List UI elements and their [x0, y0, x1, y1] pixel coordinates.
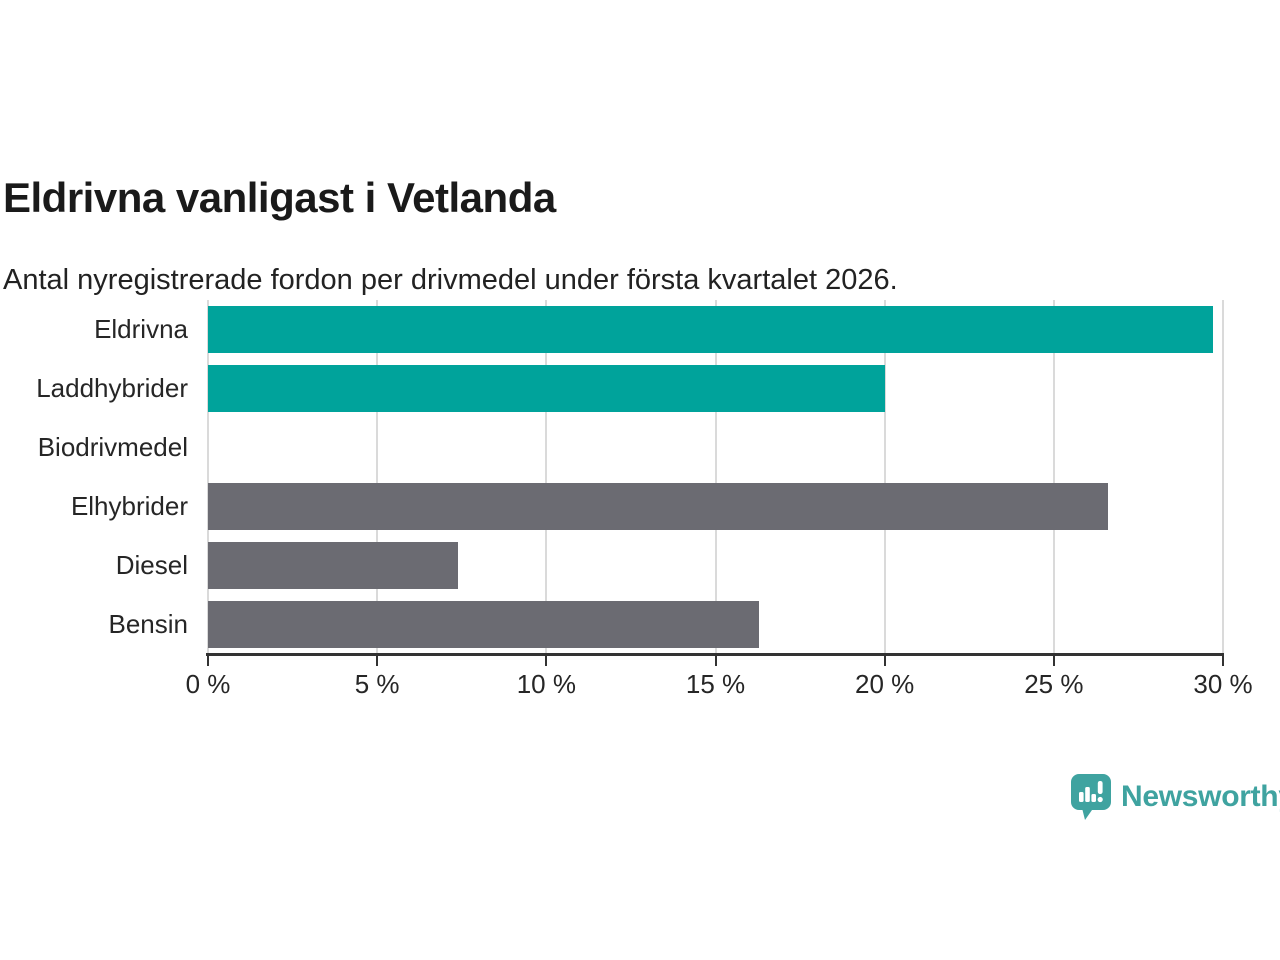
category-label-eldrivna: Eldrivna [94, 314, 188, 344]
x-tick-mark-0 [207, 656, 209, 666]
bar-bensin [208, 601, 760, 648]
gridline-0-percent [207, 300, 209, 653]
bar-eldrivna [208, 306, 1213, 353]
newsworthy-logo-icon [1071, 774, 1111, 820]
x-axis-line [206, 653, 1224, 656]
category-label-elhybrider: Elhybrider [70, 491, 188, 521]
bar-laddhybrider [208, 365, 885, 412]
newsworthy-logo: Newsworthy [1070, 773, 1280, 821]
x-tick-mark-30 [1222, 656, 1224, 666]
category-label-diesel: Diesel [115, 550, 188, 580]
gridline-30-percent [1222, 300, 1224, 653]
bar-diesel [208, 542, 459, 589]
x-tick-label-0: 0 % [185, 669, 231, 699]
x-tick-label-15: 15 % [685, 669, 746, 699]
x-tick-label-10: 10 % [516, 669, 576, 699]
category-label-bensin: Bensin [108, 609, 189, 639]
gridline-5-percent [376, 300, 379, 653]
x-tick-label-30: 30 % [1193, 669, 1253, 699]
x-tick-label-25: 25 % [1024, 669, 1084, 699]
gridline-20-percent [883, 300, 886, 653]
bar-elhybrider [208, 483, 1108, 530]
x-tick-label-5: 5 % [354, 669, 400, 699]
gridline-15-percent [714, 300, 717, 653]
newsworthy-logo-text: Newsworthy [1121, 780, 1280, 813]
x-tick-mark-25 [1052, 656, 1055, 666]
x-tick-mark-20 [883, 656, 886, 666]
category-label-biodrivmedel: Biodrivmedel [37, 432, 188, 462]
chart-subtitle: Antal nyregistrerade fordon per drivmede… [3, 264, 898, 296]
x-tick-mark-15 [714, 656, 717, 666]
gridline-25-percent [1052, 300, 1055, 653]
gridline-10-percent [545, 300, 548, 653]
x-tick-label-20: 20 % [855, 669, 915, 699]
speech-bubble-shape [1071, 774, 1111, 820]
category-label-laddhybrider: Laddhybrider [36, 373, 188, 403]
chart-title: Eldrivna vanligast i Vetlanda [3, 174, 556, 222]
x-tick-mark-10 [545, 656, 548, 666]
x-tick-mark-5 [376, 656, 379, 666]
